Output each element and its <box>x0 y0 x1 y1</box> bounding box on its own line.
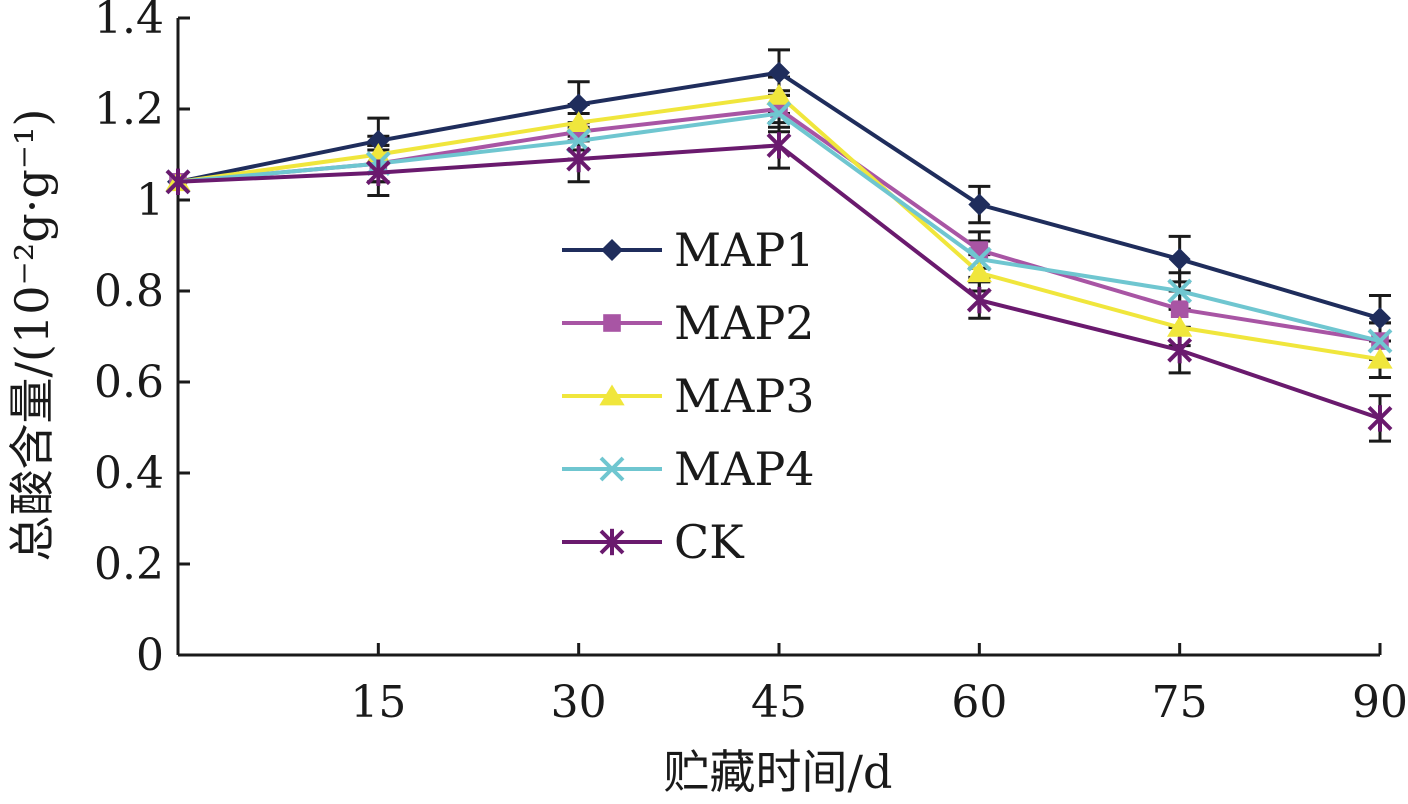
data-point <box>1167 336 1193 364</box>
data-point <box>599 528 625 556</box>
data-point <box>1167 278 1193 304</box>
x-axis-title: 贮藏时间/d <box>664 745 893 799</box>
data-point <box>599 456 625 482</box>
legend-item-map4: MAP4 <box>562 442 815 496</box>
data-point <box>567 93 590 116</box>
legend-label: MAP2 <box>674 296 815 350</box>
data-point <box>1367 347 1393 369</box>
legend-item-map2: MAP2 <box>562 296 815 350</box>
x-tick-label: 15 <box>350 677 406 728</box>
error-bars-map3 <box>367 75 1391 379</box>
legend-label: MAP3 <box>674 369 815 423</box>
y-tick-label: 1.2 <box>94 84 164 135</box>
data-point <box>966 246 992 272</box>
error-bars-ck <box>367 121 1391 443</box>
data-point <box>566 145 592 173</box>
data-point <box>601 239 623 261</box>
x-tick-label: 90 <box>1352 677 1408 728</box>
x-tick-label: 60 <box>951 677 1007 728</box>
marker-stroke <box>1167 278 1193 304</box>
y-tick-label: 0.2 <box>94 539 164 590</box>
y-tick-label: 0.6 <box>94 357 164 408</box>
series-layer <box>165 48 1393 443</box>
data-point <box>768 61 790 84</box>
data-point <box>365 159 391 186</box>
y-ticks: 0 0.2 0.4 0.6 0.8 1 1.2 1.4 <box>94 0 190 681</box>
y-tick-label: 1 <box>136 175 164 226</box>
y-tick-label: 1.4 <box>94 0 164 44</box>
y-tick-label: 0.4 <box>94 448 164 499</box>
legend: MAP1 MAP2 MAP3 MAP4 CK <box>562 223 815 569</box>
data-point <box>968 193 991 216</box>
data-point <box>603 314 621 332</box>
data-point <box>1167 315 1193 337</box>
y-tick-label: 0 <box>136 630 164 681</box>
data-point <box>766 101 792 126</box>
data-point <box>367 129 390 152</box>
error-bars-map1 <box>367 48 1391 343</box>
legend-label: MAP4 <box>674 442 815 496</box>
series-ck <box>165 132 1393 432</box>
data-point <box>165 168 191 195</box>
data-point <box>566 128 592 154</box>
marker-stroke <box>966 246 992 272</box>
x-tick-label: 30 <box>551 677 607 728</box>
legend-item-map1: MAP1 <box>562 223 815 277</box>
data-point <box>966 286 992 314</box>
y-tick-label: 0.8 <box>94 266 164 317</box>
data-point <box>1168 248 1191 271</box>
x-tick-label: 75 <box>1152 677 1208 728</box>
marker-stroke <box>599 456 625 482</box>
data-point <box>966 261 992 283</box>
x-tick-label: 45 <box>751 677 807 728</box>
marker-stroke <box>766 101 792 126</box>
data-point <box>1369 307 1391 330</box>
data-point <box>566 111 592 132</box>
data-point <box>766 132 792 159</box>
data-point <box>1367 405 1393 432</box>
data-point <box>1170 300 1189 318</box>
y-axis-title: 总酸含量/(10⁻²g·g⁻¹) <box>5 109 59 562</box>
data-point <box>599 384 625 406</box>
legend-label: CK <box>674 515 745 569</box>
legend-label: MAP1 <box>674 223 815 277</box>
data-point <box>766 83 792 105</box>
marker-stroke <box>1367 328 1393 354</box>
marker-stroke <box>566 128 592 154</box>
x-ticks: 15 30 45 60 75 90 <box>176 643 1408 728</box>
data-point <box>1367 328 1393 354</box>
legend-item-map3: MAP3 <box>562 369 815 423</box>
legend-item-ck: CK <box>562 515 745 569</box>
